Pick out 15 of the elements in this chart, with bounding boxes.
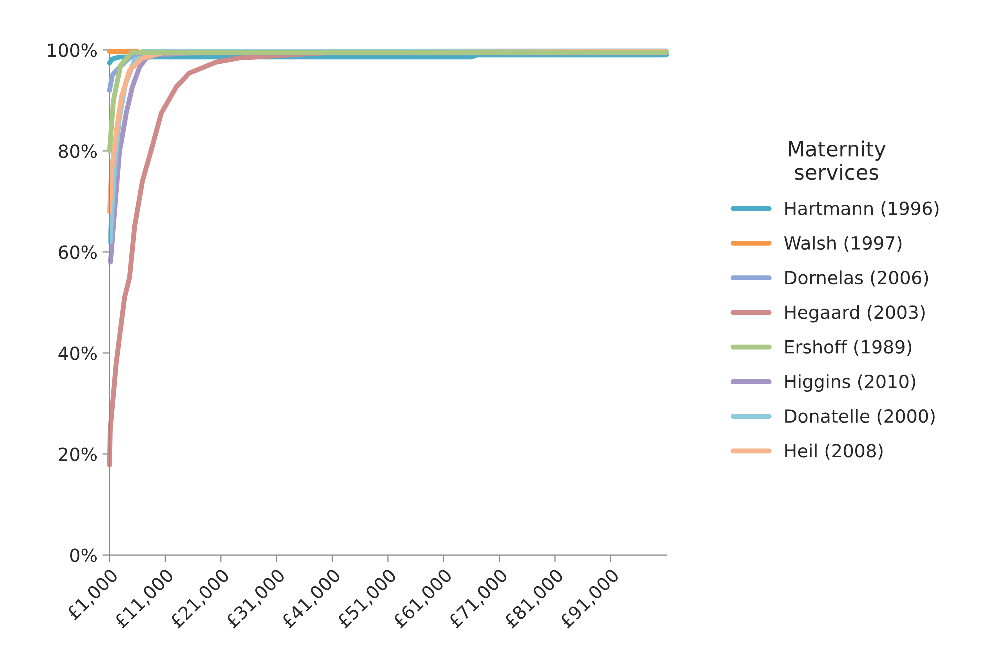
legend-label: Hartmann (1996) [786,201,939,218]
legend-title: Maternity services [789,140,886,180]
y-tick-label: 80% [59,144,97,158]
y-tick-label: 0% [70,548,97,562]
legend-label: Ershoff (1989) [786,340,912,356]
legend-label: Heil (2008) [786,444,883,460]
y-tick-label: 60% [59,246,97,260]
y-tick-label: 100% [48,44,97,58]
y-tick-label: 40% [58,346,97,360]
legend-label: Donatelle (2000) [786,409,935,426]
y-tick-label: 20% [59,448,97,462]
legend-label: Higgins (2010) [786,374,916,392]
legend-label: Hegaard (2003) [786,305,925,323]
legend-label: Dornelas (2006) [786,270,928,287]
legend-label: Walsh (1997) [784,236,902,252]
